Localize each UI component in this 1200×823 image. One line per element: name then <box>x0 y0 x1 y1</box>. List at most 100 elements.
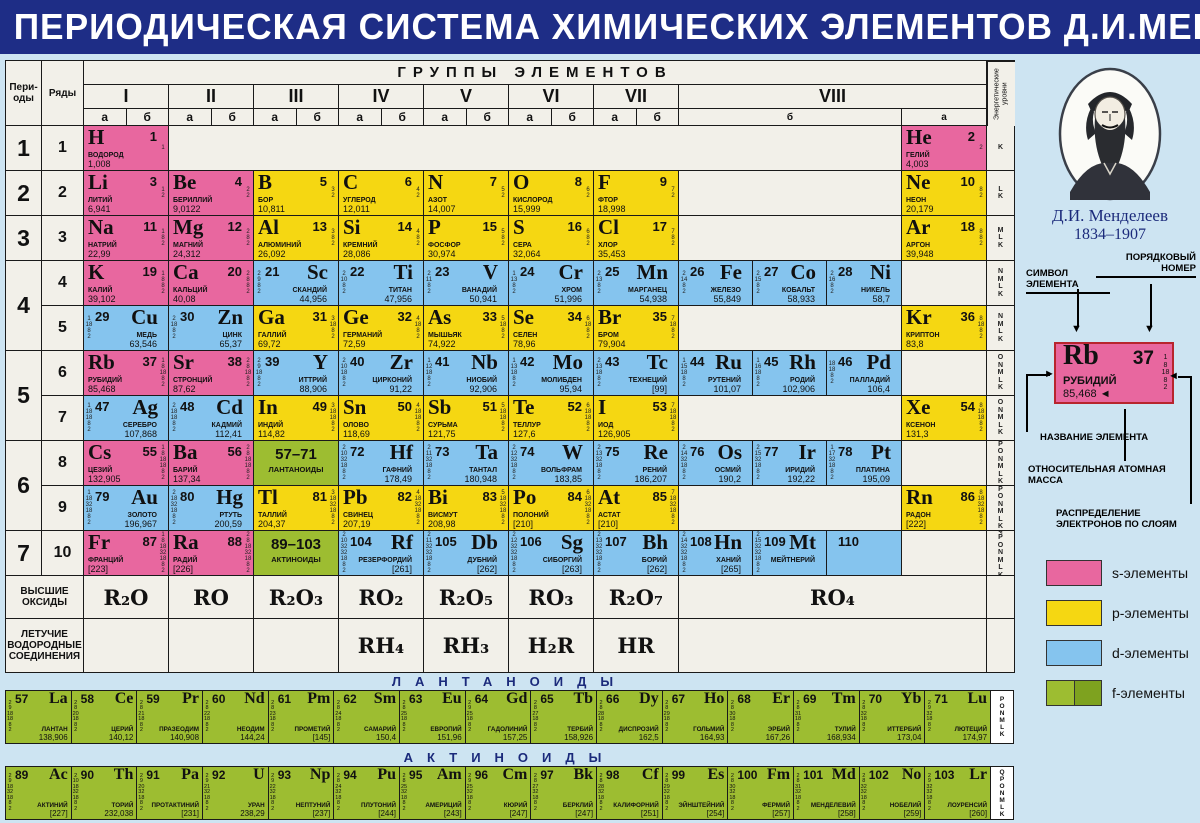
shell-count: 32 <box>425 544 433 550</box>
shell-count: 9 <box>468 778 472 785</box>
atomic-number: 81 <box>312 489 327 504</box>
shell-count: 8 <box>402 721 406 728</box>
shell-count: 8 <box>402 800 406 807</box>
row-label-4: 4 <box>42 261 84 306</box>
element-name: АМЕРИЦИЙ <box>425 802 462 809</box>
hydride-formula-8 <box>679 619 987 673</box>
element-name: ВИСМУТ <box>428 512 458 519</box>
connector-line <box>1178 376 1192 378</box>
element-name: СЕРА <box>513 242 532 249</box>
shell-count: 18 <box>329 508 337 514</box>
atomic-number: 73 <box>435 444 450 459</box>
element-name: БЕРКЛИЙ <box>562 802 594 809</box>
shell-count: 2 <box>246 289 250 295</box>
atomic-number: 46 <box>838 354 853 369</box>
atomic-mass: 158,926 <box>564 733 594 742</box>
element-cell-La: 57 La ЛАНТАН 138,906 2 9 18 18 8 2 <box>6 691 72 743</box>
energy-level-letter: O <box>997 399 1004 407</box>
shell-count: 18 <box>669 415 677 421</box>
element-cell-Eu: 63 Eu ЕВРОПИЙ 151,96 2 8 25 18 8 2 <box>400 691 466 743</box>
atomic-number: 26 <box>690 264 705 279</box>
atomic-mass: [247] <box>509 809 528 818</box>
atomic-mass: 30,974 <box>428 249 456 259</box>
shell-count: 22 <box>203 710 211 717</box>
atomic-number: 87 <box>142 534 157 549</box>
atomic-number: 1 <box>149 129 157 144</box>
element-symbol: Md <box>831 767 856 783</box>
shell-count: 8 <box>172 514 176 520</box>
shell-count: 8 <box>74 800 78 807</box>
shell-count: 2 <box>257 358 261 364</box>
element-name: БЕРИЛЛИЙ <box>173 197 213 204</box>
shell-count: 2 <box>161 382 165 388</box>
electron-shells: 2 8 20 18 8 2 <box>73 692 79 742</box>
energy-level-letter: L <box>1000 803 1005 811</box>
energy-level-letter: K <box>997 335 1004 343</box>
shell-count: 7 <box>671 229 675 235</box>
electron-shells: 1 18 18 8 2 <box>85 397 93 439</box>
shell-count: 8 <box>730 721 734 728</box>
shell-count: 8 <box>501 421 505 427</box>
shell-count: 2 <box>342 475 346 481</box>
element-name: МЕНДЕЛЕВИЙ <box>810 802 856 809</box>
electron-shells: 4 18 8 2 <box>414 307 422 349</box>
element-cell-Au: Au 79 ЗОЛОТО 196,967 1 18 32 18 8 2 <box>84 486 169 531</box>
element-name: КИСЛОРОД <box>513 197 553 204</box>
atomic-number: 80 <box>180 489 195 504</box>
energy-level-letter: L <box>998 283 1003 290</box>
energy-level-letter: P <box>998 441 1003 448</box>
shell-count: 2 <box>533 772 537 779</box>
shell-count: 18 <box>977 409 985 415</box>
atomic-mass: 151,96 <box>437 733 462 742</box>
shell-count: 6 <box>586 316 590 322</box>
atomic-mass: [231] <box>181 809 200 818</box>
shell-count: 8 <box>533 778 537 785</box>
shell-count: 2 <box>862 805 866 812</box>
shell-count: 18 <box>795 716 802 722</box>
shell-count: 3 <box>331 187 335 193</box>
element-cell-B: B 5 БОР 10,811 3 2 <box>254 171 339 216</box>
shell-count: 8 <box>161 562 165 568</box>
shell-count: 8 <box>979 421 983 427</box>
element-symbol: At <box>598 486 621 509</box>
electron-shells: 2 11 8 2 <box>425 262 433 304</box>
element-cell-Mt: Mt 109 МЕЙТНЕРИЙ 2 15 32 32 18 8 2 <box>753 531 827 576</box>
poster-title: ПЕРИОДИЧЕСКАЯ СИСТЕМА ХИМИЧЕСКИХ ЭЛЕМЕНТ… <box>13 6 1200 47</box>
shell-count: 1 <box>161 145 165 151</box>
atomic-number: 20 <box>227 264 242 279</box>
atomic-mass: [145] <box>312 733 331 742</box>
sample-shells: 1 8 18 8 2 <box>1161 346 1170 400</box>
shell-count: 32 <box>669 502 677 508</box>
shell-count: 1 <box>161 445 165 451</box>
shell-count: 1 <box>427 358 431 364</box>
shell-count: 8 <box>586 421 590 427</box>
energy-level-letter: N <box>997 500 1004 508</box>
shell-count: 18 <box>72 783 79 790</box>
element-symbol: Am <box>436 767 462 783</box>
atomic-mass: 78,96 <box>513 339 536 349</box>
period-label-3: 3 <box>6 216 42 261</box>
atomic-number: 30 <box>180 309 195 324</box>
subgroup-b: б <box>313 110 321 124</box>
shell-count: 2 <box>139 727 143 733</box>
oxide-formula-8: RO₄ <box>679 576 987 619</box>
shell-count: 4 <box>416 403 420 409</box>
shell-count: 2 <box>172 316 176 322</box>
energy-level-letter: K <box>997 241 1004 249</box>
subgroup-a: а <box>254 109 297 125</box>
electron-shells: 2 9 18 8 2 <box>255 352 263 394</box>
shell-count: 32 <box>729 789 736 796</box>
shell-count: 2 <box>427 382 431 388</box>
energy-level-letter: N <box>997 313 1004 320</box>
shell-count: 18 <box>269 794 276 801</box>
element-symbol: Ho <box>703 691 725 707</box>
shell-count: 18 <box>138 794 145 801</box>
shell-count: 14 <box>680 277 688 283</box>
